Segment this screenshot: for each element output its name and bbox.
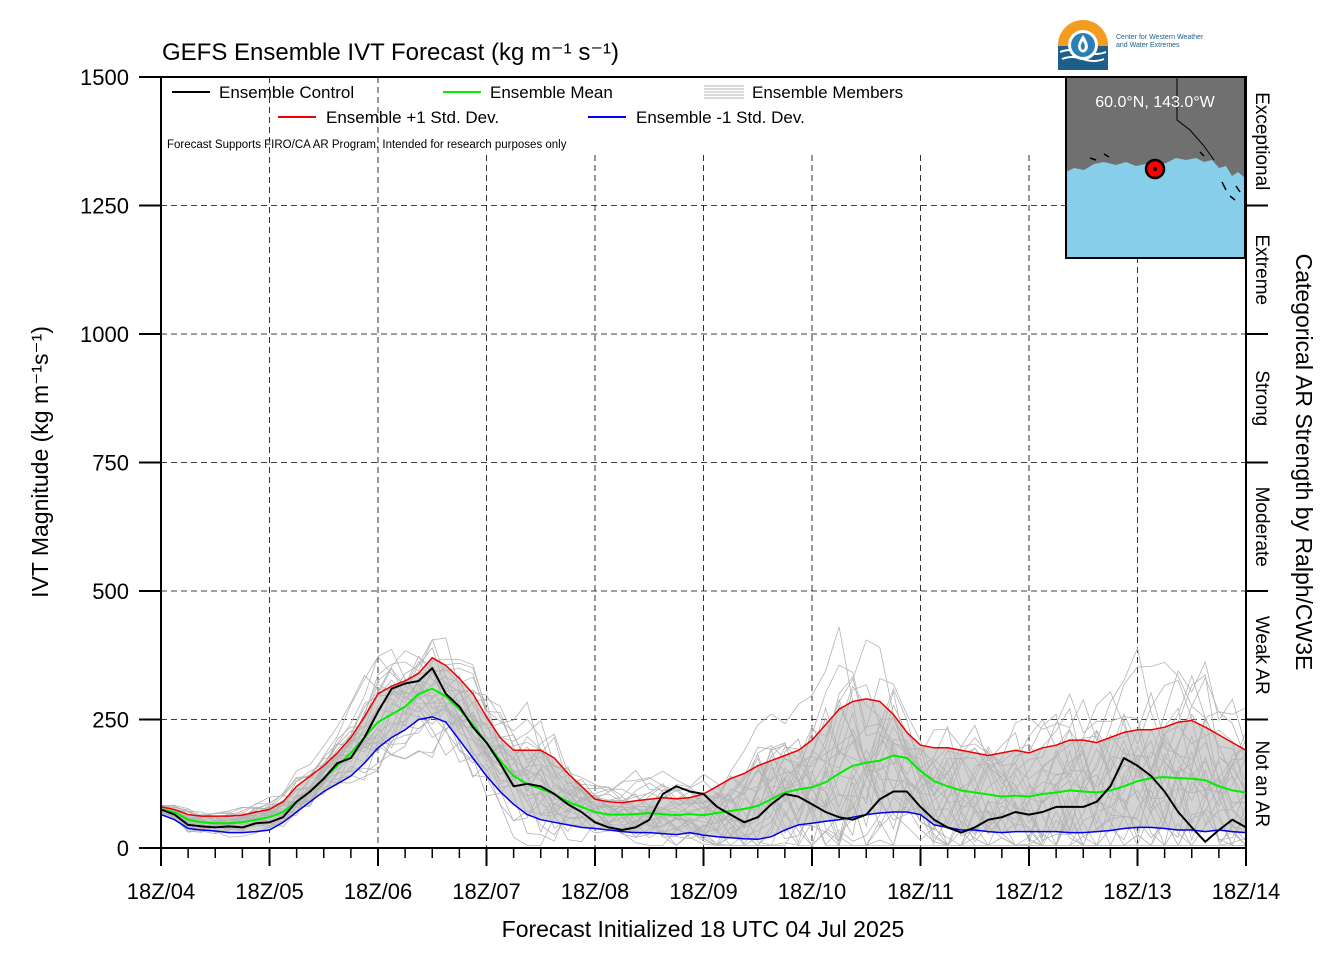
legend-label-control: Ensemble Control bbox=[219, 83, 354, 102]
cw3e-logo-text: Center for Western Weather and Water Ext… bbox=[1116, 34, 1203, 50]
category-label: Weak AR bbox=[1251, 616, 1272, 695]
legend-label-plus-sd: Ensemble +1 Std. Dev. bbox=[326, 108, 499, 127]
chart-title: GEFS Ensemble IVT Forecast (kg m⁻¹ s⁻¹) bbox=[162, 39, 619, 66]
location-inset-map: 60.0°N, 143.0°W bbox=[1065, 76, 1246, 259]
location-marker-center bbox=[1153, 167, 1157, 171]
ar-category-axis: Not an AR Weak AR Moderate Strong Extreme Exc… bbox=[1246, 92, 1272, 827]
y-tick-label: 1000 bbox=[80, 322, 129, 347]
legend-label-members: Ensemble Members bbox=[752, 83, 903, 102]
member-line bbox=[160, 691, 1247, 846]
x-axis-label: Forecast Initialized 18 UTC 04 Jul 2025 bbox=[502, 916, 905, 942]
cw3e-logo: Center for Western Weather and Water Ext… bbox=[1058, 18, 1238, 72]
x-tick-label: 18Z/10 bbox=[778, 879, 847, 904]
inset-location-label: 60.0°N, 143.0°W bbox=[1095, 94, 1215, 111]
inset-border-line bbox=[1176, 77, 1215, 161]
right-axis-label: Categorical AR Strength by Ralph/CW3E bbox=[1291, 254, 1317, 671]
ensemble-stat-lines bbox=[160, 657, 1247, 843]
category-label: Strong bbox=[1251, 370, 1272, 426]
inset-islands bbox=[1089, 151, 1241, 201]
x-tick-label: 18Z/11 bbox=[887, 879, 954, 904]
axis-ticks: 0 250 500 750 1000 1250 1500 18Z/04 18Z/05 18Z/06… bbox=[80, 65, 1280, 904]
category-label: Not an AR bbox=[1251, 740, 1272, 827]
research-note: Forecast Supports FIRO/CA AR Program. In… bbox=[167, 139, 567, 151]
category-label: Extreme bbox=[1251, 234, 1272, 305]
legend-label-minus-sd: Ensemble -1 Std. Dev. bbox=[636, 108, 805, 127]
ensemble-members bbox=[160, 626, 1247, 847]
member-line bbox=[160, 668, 1246, 847]
y-tick-label: 0 bbox=[117, 836, 129, 861]
member-line bbox=[160, 684, 1247, 846]
y-tick-label: 750 bbox=[92, 451, 129, 476]
cw3e-logo-line2: and Water Extremes bbox=[1116, 42, 1180, 49]
x-tick-label: 18Z/09 bbox=[669, 879, 738, 904]
member-line bbox=[160, 708, 1246, 846]
x-tick-label: 18Z/04 bbox=[127, 879, 196, 904]
y-axis-label: IVT Magnitude (kg m⁻¹s⁻¹) bbox=[27, 326, 53, 598]
series-control bbox=[160, 667, 1247, 843]
category-label: Moderate bbox=[1251, 487, 1272, 567]
inset-frame bbox=[1065, 76, 1246, 259]
y-tick-label: 1500 bbox=[80, 65, 129, 90]
member-line bbox=[160, 691, 1247, 847]
legend: Ensemble Control Ensemble Mean Ensemble … bbox=[167, 83, 903, 151]
member-line bbox=[160, 698, 1247, 846]
x-tick-label: 18Z/06 bbox=[344, 879, 413, 904]
y-tick-label: 500 bbox=[92, 579, 129, 604]
member-line bbox=[160, 647, 1247, 847]
x-tick-label: 18Z/08 bbox=[561, 879, 630, 904]
y-tick-label: 1250 bbox=[80, 194, 129, 219]
x-tick-label: 18Z/14 bbox=[1212, 879, 1281, 904]
member-line bbox=[160, 660, 1247, 834]
x-tick-label: 18Z/13 bbox=[1103, 879, 1172, 904]
x-tick-label: 18Z/12 bbox=[995, 879, 1064, 904]
series-minus-sd bbox=[160, 716, 1247, 841]
category-label: Exceptional bbox=[1251, 92, 1272, 190]
member-line bbox=[160, 648, 1247, 847]
member-line bbox=[160, 689, 1247, 847]
cw3e-logo-line1: Center for Western Weather bbox=[1116, 34, 1204, 41]
y-tick-label: 250 bbox=[92, 708, 129, 733]
legend-swatch-members bbox=[704, 85, 744, 99]
cw3e-logo-icon bbox=[1058, 20, 1108, 70]
x-tick-label: 18Z/07 bbox=[452, 879, 521, 904]
x-tick-label: 18Z/05 bbox=[235, 879, 304, 904]
member-line bbox=[160, 637, 1247, 835]
legend-label-mean: Ensemble Mean bbox=[490, 83, 613, 102]
